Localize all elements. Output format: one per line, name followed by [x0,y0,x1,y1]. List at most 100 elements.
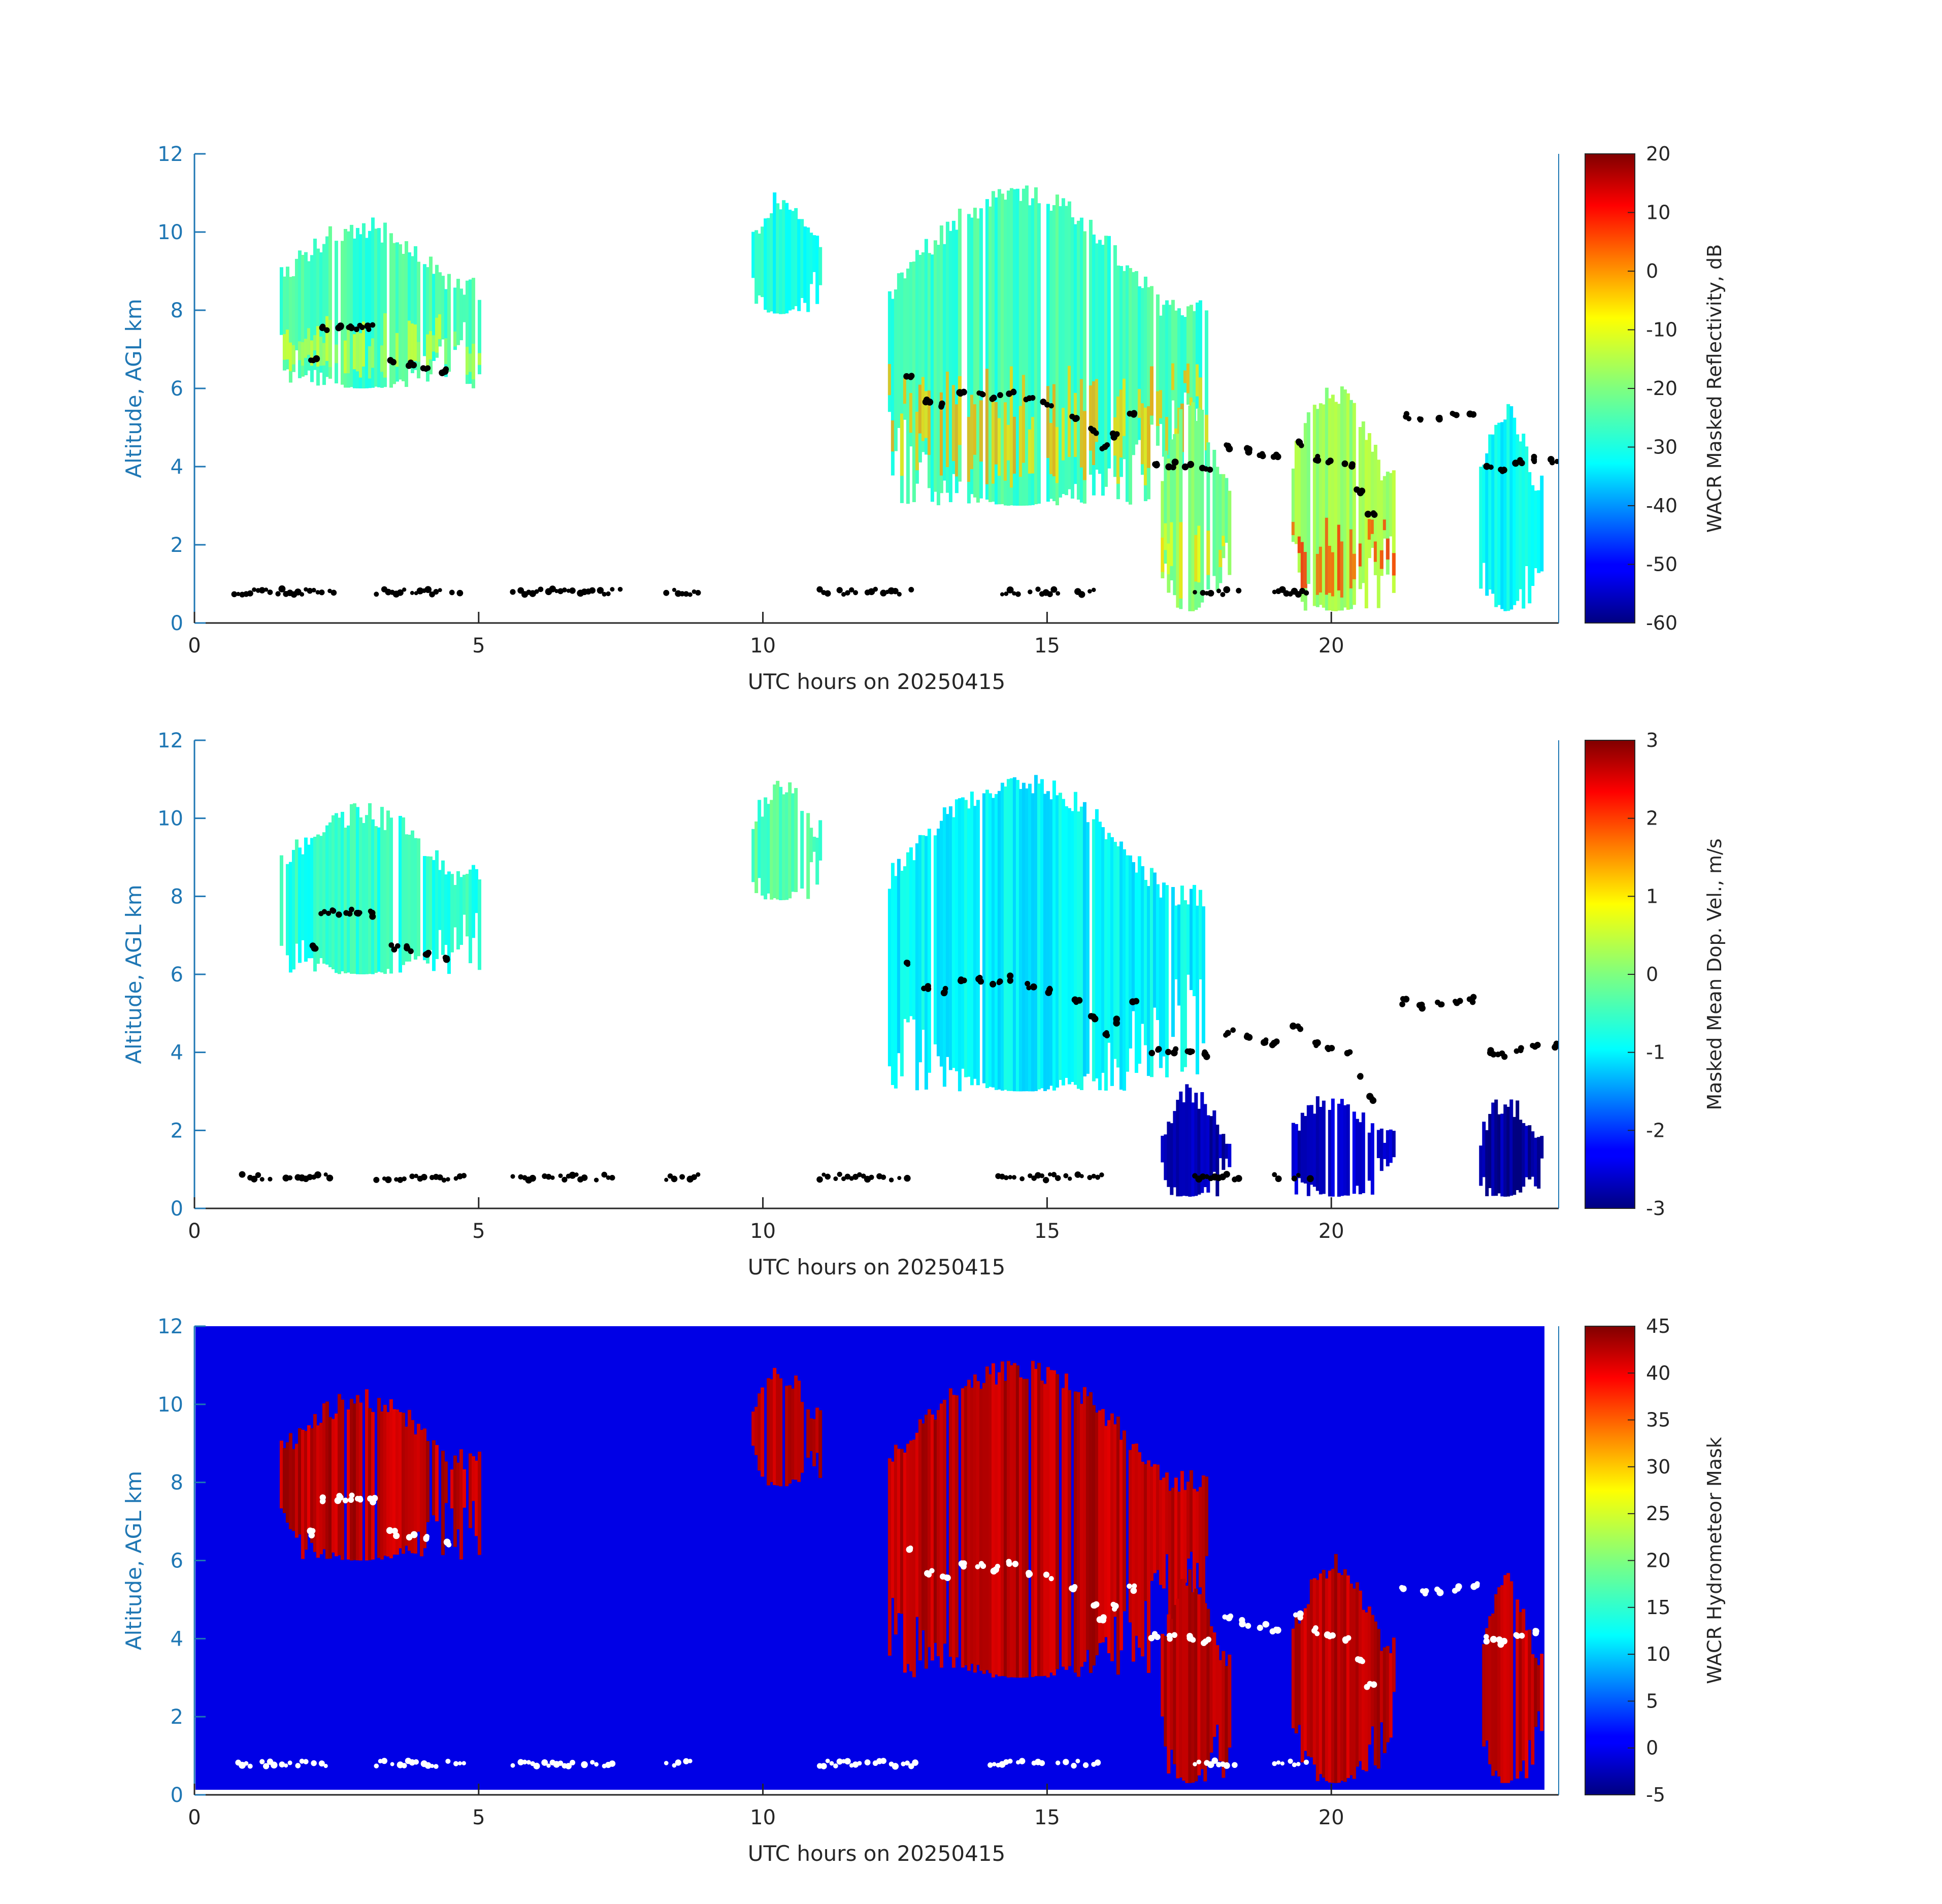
data-point [574,1172,579,1177]
cloud-core [1022,375,1026,463]
cloud-core [1161,537,1165,572]
data-point [449,589,455,596]
cloud-core [970,395,974,469]
data-point [1167,1636,1173,1642]
data-point [1019,1176,1025,1181]
cloud-streak [404,834,408,962]
boundary-layer-points [231,585,1309,598]
cloud-streak [1046,204,1050,502]
data-point [1245,448,1253,456]
data-point [1088,589,1092,594]
cloud-streak [352,238,356,388]
cloud-streak [782,794,786,900]
cloud-streak [1015,1365,1019,1678]
x-tick-label: 15 [1034,1220,1060,1243]
cloud-core [1179,522,1183,599]
cloud-core [429,331,433,359]
data-point [880,589,887,597]
cloud-streak [1164,450,1168,564]
cloud-streak [1076,220,1080,500]
cloud-streak [462,294,466,322]
cloud-streak [346,825,350,973]
cloud-streak [997,1372,1001,1677]
y-tick-label: 0 [171,1197,183,1221]
cloud-core [903,378,907,404]
cloud-streak [1164,1134,1168,1180]
data-point [416,587,424,595]
cloud-streak [358,234,363,388]
cloud-streak [465,874,469,937]
cloud-streak [1162,1478,1166,1589]
cloud-streak [1092,1405,1096,1666]
cloud-streak [1297,1130,1301,1178]
cloud-streak [377,1398,381,1558]
cloud-streak [1061,1388,1065,1667]
data-point [1063,1759,1069,1765]
data-point [453,1761,459,1766]
cloud-core [465,347,469,375]
data-point [852,1761,859,1768]
cloud-core [346,325,350,374]
cloud-streak [1328,398,1332,611]
data-point [387,357,394,364]
data-point [1048,403,1054,409]
cloud-streak [1497,422,1501,605]
cloud-streak [474,1460,478,1536]
data-point [409,1173,415,1179]
x-tick-label: 0 [188,1806,201,1829]
data-point [1025,980,1031,987]
cloud-streak [294,1443,299,1538]
cloud-streak [1392,1637,1396,1692]
cloud-streak [991,798,995,1088]
cloud-streak [444,289,448,377]
cloud-streak [1198,890,1202,979]
cloud-streak [1198,1487,1202,1588]
data-point [1313,1625,1319,1631]
panel-hydrometeor-mask: 0 2 4 6 8 10 12 0 5 10 15 20 UTC hours on 20250415 Al… [121,1315,1726,1866]
colorbar: 3 2 1 0 -1 -2 -3 Masked Mean Dop. Vel., m/s [1585,729,1726,1220]
cloud-streak [1361,1610,1365,1770]
cloud-streak [985,199,989,500]
cloud-streak [1064,206,1068,496]
data-point [1474,1581,1480,1587]
cloud-streak [767,218,771,313]
cloud-streak [1383,1142,1387,1159]
data-point [1154,1634,1161,1640]
cloud-streak [909,847,913,1016]
cloud-streak [909,1440,913,1671]
cloud-streak [1300,1612,1304,1763]
cloud-streak [982,793,986,1084]
cloud-streak [891,863,895,1085]
cloud-streak [1140,288,1144,475]
data-point [1236,587,1242,594]
cloud-core [951,385,956,462]
cloud-core [1055,427,1059,483]
cloud-streak [776,203,780,314]
data-point [606,591,611,597]
data-point [569,587,576,594]
data-point [557,588,564,595]
data-point [526,1760,531,1765]
cloud-core [1386,538,1390,560]
cloud-streak [1061,799,1065,1086]
data-point [996,980,1002,986]
cloud-streak [1028,783,1032,1092]
cloud-core [1352,553,1356,579]
cloud-streak [1370,1615,1374,1727]
cloud-streak [1128,268,1132,505]
cloud-region [751,192,822,314]
data-point [695,589,701,596]
cloud-streak [1503,1575,1507,1783]
cloud-core [979,400,983,462]
cloud-streak [1379,1651,1384,1723]
cloud-streak [316,248,320,386]
cloud-streak [1322,404,1326,608]
cloud-streak [450,1469,454,1508]
cloud-core [468,353,472,372]
cloud-streak [1177,1491,1181,1609]
data-point [366,326,372,333]
data-point [1148,1049,1156,1057]
cloud-streak [1137,856,1141,1064]
data-point [1223,1171,1230,1178]
data-point [1216,1762,1222,1767]
